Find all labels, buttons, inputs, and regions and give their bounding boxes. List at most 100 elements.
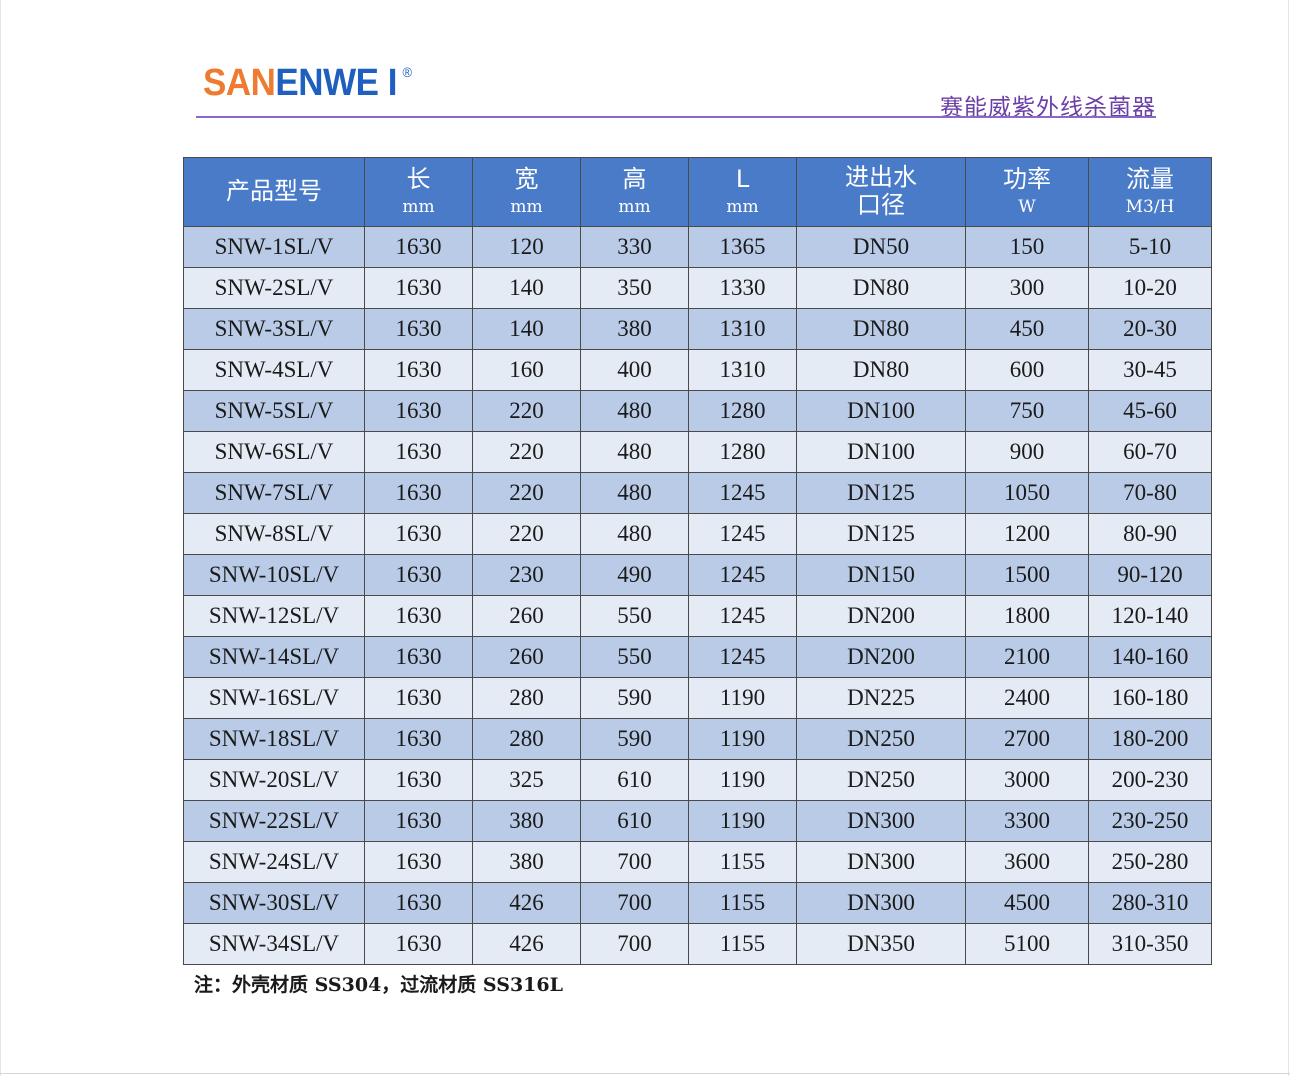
cell-power: 2400 [965, 677, 1089, 719]
cell-l: 1280 [688, 390, 797, 432]
cell-width: 220 [472, 390, 581, 432]
cell-length: 1630 [364, 472, 473, 514]
cell-model: SNW-7SL/V [183, 472, 365, 514]
brand-logo: SAN ENWE I ® [203, 62, 412, 110]
column-header-label: 功率 [1003, 165, 1051, 194]
column-header-flow: 流量 M3/H [1088, 157, 1212, 227]
column-header-label: 流量 [1126, 165, 1174, 194]
page-edge [0, 1073, 1290, 1074]
cell-port: DN80 [796, 267, 966, 309]
table-row: SNW-6SL/V 1630 220 480 1280 DN100 900 60-70 [183, 431, 1212, 473]
cell-power: 900 [965, 431, 1089, 473]
column-header-unit: mm [726, 197, 759, 218]
cell-width: 220 [472, 513, 581, 555]
cell-flow: 310-350 [1088, 923, 1212, 965]
table-row: SNW-20SL/V 1630 325 610 1190 DN250 3000 200-230 [183, 759, 1212, 801]
cell-flow: 60-70 [1088, 431, 1212, 473]
cell-model: SNW-24SL/V [183, 841, 365, 883]
cell-l: 1190 [688, 718, 797, 760]
cell-power: 750 [965, 390, 1089, 432]
cell-length: 1630 [364, 431, 473, 473]
material-note: 注：外壳材质 SS304，过流材质 SS316L [194, 974, 563, 996]
table-row: SNW-12SL/V 1630 260 550 1245 DN200 1800 120-140 [183, 595, 1212, 637]
table-row: SNW-10SL/V 1630 230 490 1245 DN150 1500 90-120 [183, 554, 1212, 596]
cell-l: 1155 [688, 882, 797, 924]
cell-power: 150 [965, 226, 1089, 268]
table-header-row: 产品型号 长 mm 宽 mm 高 mm L mm 进出水 口径 [183, 157, 1212, 227]
cell-model: SNW-1SL/V [183, 226, 365, 268]
table-row: SNW-24SL/V 1630 380 700 1155 DN300 3600 250-280 [183, 841, 1212, 883]
column-header-unit: mm [510, 197, 543, 218]
cell-model: SNW-2SL/V [183, 267, 365, 309]
cell-l: 1280 [688, 431, 797, 473]
cell-length: 1630 [364, 513, 473, 555]
cell-flow: 90-120 [1088, 554, 1212, 596]
cell-height: 610 [580, 759, 689, 801]
cell-flow: 20-30 [1088, 308, 1212, 350]
cell-height: 610 [580, 800, 689, 842]
cell-flow: 120-140 [1088, 595, 1212, 637]
cell-model: SNW-30SL/V [183, 882, 365, 924]
cell-port: DN125 [796, 513, 966, 555]
table-row: SNW-22SL/V 1630 380 610 1190 DN300 3300 230-250 [183, 800, 1212, 842]
cell-height: 480 [580, 513, 689, 555]
cell-width: 280 [472, 718, 581, 760]
cell-power: 3600 [965, 841, 1089, 883]
table-row: SNW-4SL/V 1630 160 400 1310 DN80 600 30-45 [183, 349, 1212, 391]
cell-height: 480 [580, 431, 689, 473]
cell-power: 1800 [965, 595, 1089, 637]
cell-height: 380 [580, 308, 689, 350]
cell-length: 1630 [364, 308, 473, 350]
cell-length: 1630 [364, 267, 473, 309]
cell-length: 1630 [364, 923, 473, 965]
cell-model: SNW-8SL/V [183, 513, 365, 555]
column-header-l: L mm [688, 157, 797, 227]
cell-flow: 30-45 [1088, 349, 1212, 391]
cell-height: 590 [580, 718, 689, 760]
cell-width: 260 [472, 595, 581, 637]
column-header-unit: W [1018, 197, 1036, 218]
cell-power: 3300 [965, 800, 1089, 842]
cell-flow: 230-250 [1088, 800, 1212, 842]
cell-model: SNW-14SL/V [183, 636, 365, 678]
table-body: SNW-1SL/V 1630 120 330 1365 DN50 150 5-10 SNW-2S… [183, 226, 1212, 965]
cell-length: 1630 [364, 554, 473, 596]
cell-width: 140 [472, 308, 581, 350]
cell-width: 230 [472, 554, 581, 596]
cell-flow: 70-80 [1088, 472, 1212, 514]
cell-l: 1190 [688, 800, 797, 842]
cell-height: 550 [580, 595, 689, 637]
column-header-unit: mm [618, 197, 651, 218]
cell-height: 400 [580, 349, 689, 391]
cell-height: 700 [580, 882, 689, 924]
cell-length: 1630 [364, 718, 473, 760]
column-header-model: 产品型号 [183, 157, 365, 227]
cell-length: 1630 [364, 759, 473, 801]
table-row: SNW-3SL/V 1630 140 380 1310 DN80 450 20-30 [183, 308, 1212, 350]
cell-model: SNW-10SL/V [183, 554, 365, 596]
cell-length: 1630 [364, 636, 473, 678]
table-row: SNW-8SL/V 1630 220 480 1245 DN125 1200 80-90 [183, 513, 1212, 555]
column-header-label: 长 [406, 165, 431, 194]
cell-height: 700 [580, 923, 689, 965]
cell-flow: 280-310 [1088, 882, 1212, 924]
cell-l: 1155 [688, 923, 797, 965]
cell-height: 700 [580, 841, 689, 883]
cell-height: 480 [580, 472, 689, 514]
cell-width: 160 [472, 349, 581, 391]
cell-l: 1245 [688, 595, 797, 637]
cell-port: DN100 [796, 431, 966, 473]
table-row: SNW-14SL/V 1630 260 550 1245 DN200 2100 140-160 [183, 636, 1212, 678]
cell-width: 426 [472, 923, 581, 965]
cell-l: 1190 [688, 759, 797, 801]
header-divider [196, 116, 1156, 118]
cell-port: DN350 [796, 923, 966, 965]
cell-height: 550 [580, 636, 689, 678]
logo-text-blue: ENWE I [275, 62, 397, 104]
table-row: SNW-5SL/V 1630 220 480 1280 DN100 750 45-60 [183, 390, 1212, 432]
cell-power: 2700 [965, 718, 1089, 760]
cell-model: SNW-34SL/V [183, 923, 365, 965]
cell-l: 1245 [688, 513, 797, 555]
cell-power: 1050 [965, 472, 1089, 514]
cell-flow: 10-20 [1088, 267, 1212, 309]
